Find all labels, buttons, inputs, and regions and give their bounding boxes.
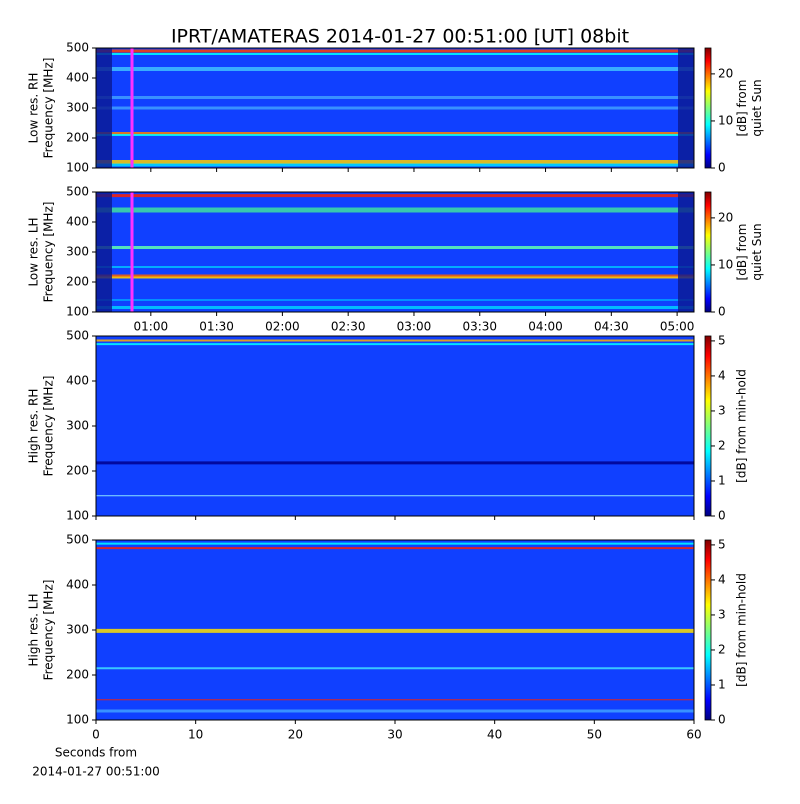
y-tick-label: 200 — [66, 131, 89, 145]
y-tick-label: 500 — [66, 533, 89, 547]
y-tick-label: 500 — [66, 185, 89, 199]
edge-block — [96, 192, 112, 312]
colorbar-label: [dB] from min-hold — [735, 369, 749, 483]
colorbar-tick-label: 1 — [718, 473, 726, 487]
colorbar-tick-label: 2 — [718, 438, 726, 452]
x-tick-label: 40 — [487, 728, 502, 742]
colorbar-tick-label: 20 — [718, 210, 733, 224]
x-tick-label: 50 — [587, 728, 602, 742]
colorbar-label: quiet Sun — [750, 223, 764, 280]
edge-block — [96, 48, 112, 168]
x-tick-label: 30 — [387, 728, 402, 742]
x-axis-label: 2014-01-27 00:51:00 — [32, 765, 159, 779]
edge-block — [678, 192, 694, 312]
colorbar-tick-label: 20 — [718, 66, 733, 80]
x-tick-label: 02:30 — [331, 320, 366, 334]
y-tick-label: 300 — [66, 101, 89, 115]
colorbar-tick-label: 5 — [718, 333, 726, 347]
x-tick-label: 05:00 — [660, 320, 695, 334]
y-tick-label: 100 — [66, 509, 89, 523]
y-tick-label: 400 — [66, 374, 89, 388]
spectrogram — [96, 336, 694, 516]
y-tick-label: 200 — [66, 668, 89, 682]
x-tick-label: 03:00 — [397, 320, 432, 334]
edge-block — [678, 48, 694, 168]
y-tick-label: 300 — [66, 623, 89, 637]
y-tick-label: 400 — [66, 215, 89, 229]
colorbar — [704, 335, 712, 517]
y-tick-label: 200 — [66, 464, 89, 478]
x-tick-label: 01:30 — [199, 320, 234, 334]
y-tick-label: 200 — [66, 275, 89, 289]
x-tick-label: 03:30 — [462, 320, 497, 334]
colorbar-tick-label: 0 — [718, 161, 726, 175]
y-axis-label: Frequency [MHz] — [42, 580, 56, 681]
colorbar-label: [dB] from — [735, 224, 749, 281]
y-axis-label: Low res. RH — [27, 73, 41, 144]
colorbar — [704, 191, 712, 313]
colorbar-tick-label: 3 — [718, 607, 726, 621]
colorbar-tick-label: 10 — [718, 257, 733, 271]
colorbar — [704, 47, 712, 169]
x-tick-label: 02:00 — [265, 320, 300, 334]
x-tick-label: 10 — [188, 728, 203, 742]
y-tick-label: 500 — [66, 329, 89, 343]
colorbar-label: [dB] from min-hold — [735, 573, 749, 687]
colorbar-tick-label: 0 — [718, 305, 726, 319]
colorbar-tick-label: 2 — [718, 642, 726, 656]
colorbar-tick-label: 0 — [718, 713, 726, 727]
colorbar-tick-label: 1 — [718, 677, 726, 691]
y-axis-label: High res. LH — [27, 593, 41, 666]
y-axis-label: Frequency [MHz] — [42, 376, 56, 477]
colorbar-tick-label: 4 — [718, 368, 726, 382]
y-axis-label: High res. RH — [27, 389, 41, 464]
y-axis-label: Frequency [MHz] — [42, 58, 56, 159]
x-tick-label: 0 — [92, 728, 100, 742]
colorbar-label: [dB] from — [735, 80, 749, 137]
colorbar-tick-label: 5 — [718, 537, 726, 551]
colorbar — [704, 539, 712, 721]
colorbar-tick-label: 10 — [718, 113, 733, 127]
x-tick-label: 04:00 — [528, 320, 563, 334]
y-axis-label: Low res. LH — [27, 217, 41, 286]
y-tick-label: 400 — [66, 71, 89, 85]
y-tick-label: 400 — [66, 578, 89, 592]
y-tick-label: 300 — [66, 245, 89, 259]
y-tick-label: 300 — [66, 419, 89, 433]
colorbar-label: quiet Sun — [750, 79, 764, 136]
y-tick-label: 500 — [66, 41, 89, 55]
x-tick-label: 01:00 — [134, 320, 169, 334]
colorbar-tick-label: 3 — [718, 403, 726, 417]
y-tick-label: 100 — [66, 713, 89, 727]
figure-title: IPRT/AMATERAS 2014-01-27 00:51:00 [UT] 0… — [171, 26, 629, 48]
colorbar-tick-label: 0 — [718, 509, 726, 523]
y-tick-label: 100 — [66, 161, 89, 175]
colorbar-tick-label: 4 — [718, 572, 726, 586]
x-tick-label: 20 — [288, 728, 303, 742]
x-tick-label: 60 — [686, 728, 701, 742]
y-axis-label: Frequency [MHz] — [42, 202, 56, 303]
x-axis-label: Seconds from — [55, 746, 137, 760]
x-tick-label: 04:30 — [594, 320, 629, 334]
y-tick-label: 100 — [66, 305, 89, 319]
